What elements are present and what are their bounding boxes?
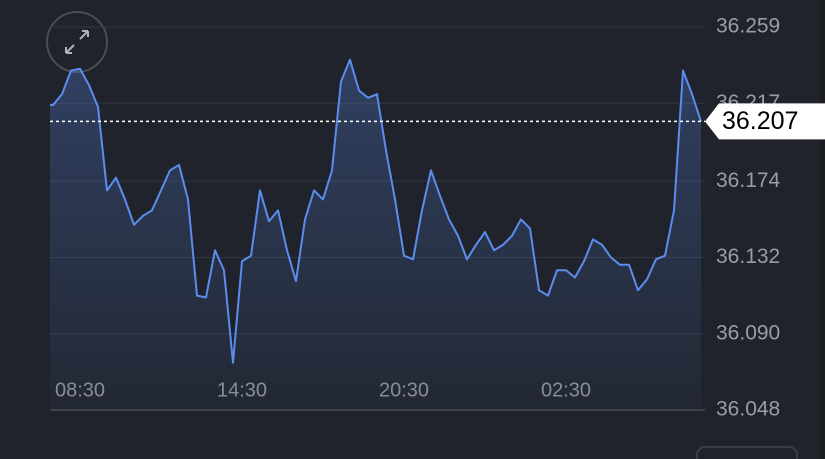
line [50, 58, 702, 364]
last-price-label: 36.207 [722, 107, 798, 135]
y-tick-label: 36.174 [716, 169, 781, 192]
last-price-tag [705, 103, 825, 140]
y-tick-label: 36.048 [716, 398, 780, 421]
expand-icon [65, 30, 89, 54]
y-tick-label: 36.132 [716, 245, 780, 268]
area [50, 59, 701, 411]
y-tick-label: 36.090 [716, 321, 780, 344]
y-tick-label: 36.259 [716, 15, 780, 38]
bottom-button[interactable] [696, 446, 798, 459]
